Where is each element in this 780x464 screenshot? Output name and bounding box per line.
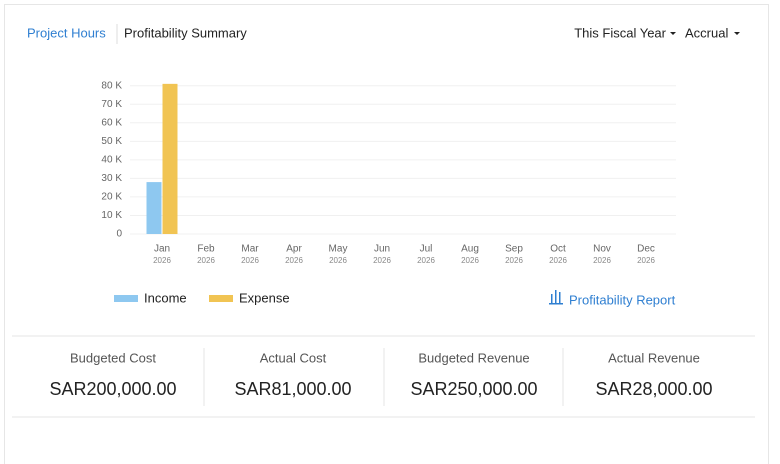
- page: {"header": {"tabs": ["Project Hours", "P…: [4, 4, 769, 464]
- legend-label: Income: [144, 290, 187, 305]
- x-tick-sublabel: 2026: [373, 256, 391, 265]
- y-tick-label: 30 K: [101, 173, 122, 184]
- x-tick-sublabel: 2026: [505, 256, 523, 265]
- x-tick-label: Feb: [197, 244, 215, 255]
- x-tick-label: Jan: [154, 244, 170, 255]
- x-tick-sublabel: 2026: [285, 256, 303, 265]
- x-tick-sublabel: 2026: [417, 256, 435, 265]
- summary-label: Budgeted Cost: [70, 350, 156, 365]
- report-link[interactable]: Profitability Report: [569, 292, 676, 307]
- y-tick-label: 10 K: [101, 210, 122, 221]
- x-tick-sublabel: 2026: [549, 256, 567, 265]
- y-tick-label: 70 K: [101, 99, 122, 110]
- x-tick-sublabel: 2026: [593, 256, 611, 265]
- x-tick-sublabel: 2026: [197, 256, 215, 265]
- card: [4, 4, 769, 464]
- x-tick-label: Aug: [461, 244, 479, 255]
- x-tick-label: Jul: [420, 244, 433, 255]
- x-tick-sublabel: 2026: [637, 256, 655, 265]
- chart: Project Hours Profitability Summary This…: [12, 24, 755, 418]
- summary-value: SAR250,000.00: [410, 379, 537, 399]
- bar: [146, 182, 162, 234]
- summary-value: SAR81,000.00: [234, 379, 351, 399]
- x-tick-label: Mar: [241, 244, 259, 255]
- legend-swatch: [114, 295, 138, 302]
- caret: [670, 32, 676, 35]
- bar: [162, 83, 178, 234]
- report-icon: [549, 290, 563, 305]
- y-tick-label: 0: [116, 229, 122, 240]
- y-tick-label: 80 K: [101, 80, 122, 91]
- x-tick-label: Oct: [550, 244, 566, 255]
- tab[interactable]: Profitability Summary: [124, 25, 247, 40]
- summary-value: SAR28,000.00: [595, 379, 712, 399]
- x-tick-label: Sep: [505, 244, 523, 255]
- y-tick-label: 60 K: [101, 117, 122, 128]
- caret: [734, 32, 740, 35]
- x-tick-sublabel: 2026: [241, 256, 259, 265]
- x-tick-sublabel: 2026: [461, 256, 479, 265]
- basis-dropdown[interactable]: Accrual: [685, 25, 728, 40]
- summary-label: Actual Cost: [260, 350, 327, 365]
- x-tick-label: May: [329, 244, 348, 255]
- x-tick-label: Apr: [286, 244, 302, 255]
- y-tick-label: 20 K: [101, 192, 122, 203]
- x-tick-sublabel: 2026: [153, 256, 171, 265]
- x-tick-sublabel: 2026: [329, 256, 347, 265]
- legend-swatch: [209, 295, 233, 302]
- y-tick-label: 40 K: [101, 154, 122, 165]
- y-tick-label: 50 K: [101, 136, 122, 147]
- x-tick-label: Jun: [374, 244, 390, 255]
- tab[interactable]: Project Hours: [27, 25, 106, 40]
- summary-label: Actual Revenue: [608, 350, 700, 365]
- period-dropdown[interactable]: This Fiscal Year: [574, 25, 666, 40]
- summary-value: SAR200,000.00: [49, 379, 176, 399]
- x-tick-label: Nov: [593, 244, 611, 255]
- summary-label: Budgeted Revenue: [418, 350, 529, 365]
- x-tick-label: Dec: [637, 244, 655, 255]
- legend-label: Expense: [239, 290, 290, 305]
